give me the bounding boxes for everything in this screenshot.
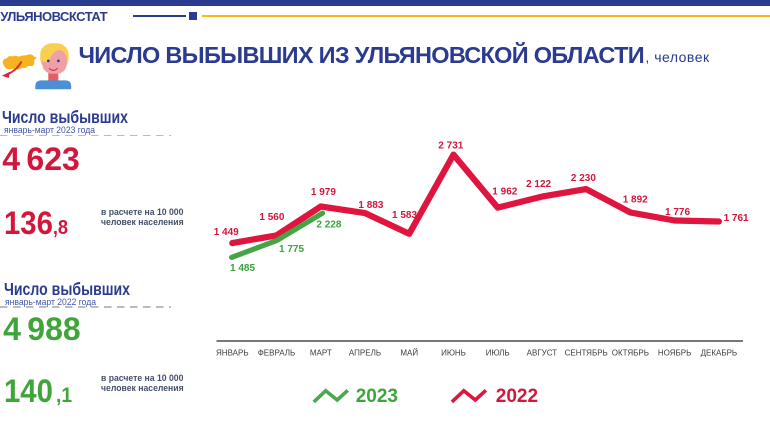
svg-text:2023: 2023	[356, 386, 398, 407]
svg-text:СЕНТЯБРЬ: СЕНТЯБРЬ	[565, 349, 608, 358]
svg-text:1 560: 1 560	[259, 212, 284, 223]
svg-text:ФЕВРАЛЬ: ФЕВРАЛЬ	[258, 349, 296, 358]
svg-text:1 776: 1 776	[665, 207, 690, 218]
svg-text:НОЯБРЬ: НОЯБРЬ	[658, 349, 691, 358]
svg-text:2022: 2022	[496, 386, 538, 407]
svg-text:2 122: 2 122	[526, 179, 551, 190]
svg-text:2 228: 2 228	[316, 220, 341, 231]
svg-text:ИЮЛЬ: ИЮЛЬ	[486, 349, 510, 358]
svg-text:1 583: 1 583	[392, 210, 417, 221]
svg-text:ОКТЯБРЬ: ОКТЯБРЬ	[612, 349, 649, 358]
svg-text:МАРТ: МАРТ	[310, 349, 332, 358]
svg-text:1 883: 1 883	[358, 200, 383, 211]
svg-text:2 230: 2 230	[571, 173, 596, 184]
svg-text:2 731: 2 731	[438, 141, 463, 152]
svg-text:ДЕКАБРЬ: ДЕКАБРЬ	[701, 349, 738, 358]
svg-text:АПРЕЛЬ: АПРЕЛЬ	[349, 349, 381, 358]
svg-text:1 775: 1 775	[279, 244, 304, 255]
svg-text:ИЮНЬ: ИЮНЬ	[441, 349, 466, 358]
svg-text:1 449: 1 449	[214, 227, 239, 238]
svg-text:1 892: 1 892	[623, 195, 648, 206]
svg-text:ЯНВАРЬ: ЯНВАРЬ	[216, 349, 249, 358]
svg-text:1 979: 1 979	[311, 187, 336, 198]
svg-text:1 962: 1 962	[492, 187, 517, 198]
svg-text:МАЙ: МАЙ	[400, 349, 418, 358]
svg-text:АВГУСТ: АВГУСТ	[527, 349, 558, 358]
svg-text:1 761: 1 761	[724, 213, 749, 224]
svg-text:1 485: 1 485	[230, 263, 255, 274]
